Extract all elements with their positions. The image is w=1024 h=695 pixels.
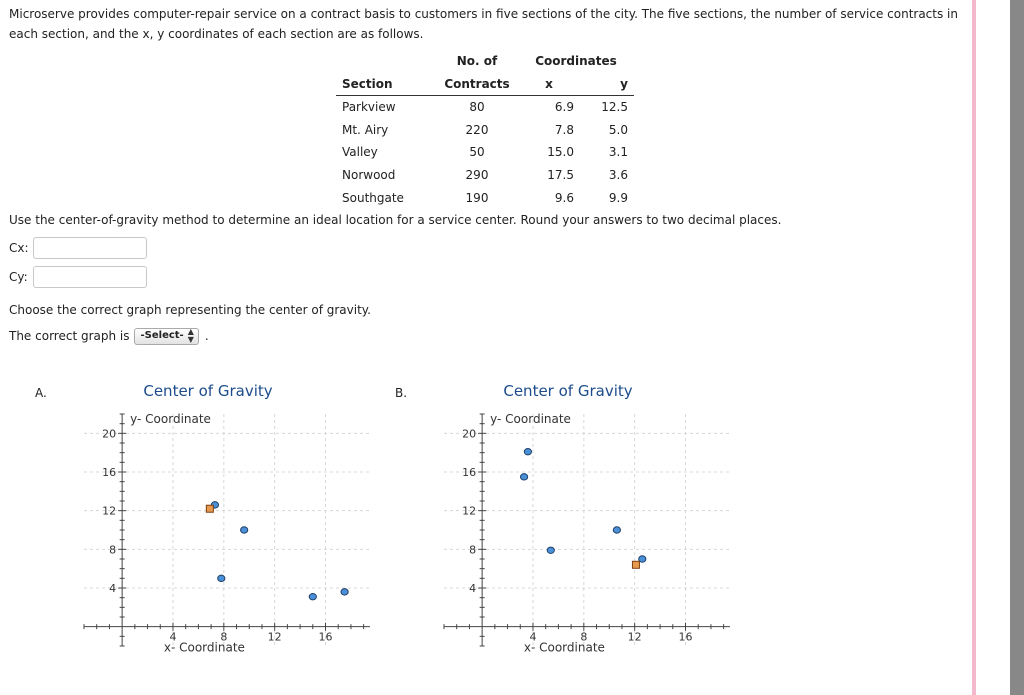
section-point bbox=[308, 593, 317, 601]
table-header-row: Section Contracts x y bbox=[336, 72, 634, 97]
section-point bbox=[638, 555, 647, 563]
cy-label: Cy: bbox=[9, 270, 28, 284]
cell-y: 5.0 bbox=[608, 122, 628, 137]
table-header-row: No. of Coordinates bbox=[336, 50, 634, 73]
problem-intro: Microserve provides computer-repair serv… bbox=[9, 7, 958, 41]
sidebar-divider bbox=[972, 0, 976, 695]
x-tick-label: 12 bbox=[268, 631, 282, 644]
x-tick-label: 8 bbox=[220, 631, 227, 644]
cell-y: 3.1 bbox=[608, 145, 628, 160]
cy-answer-row: Cy: bbox=[9, 266, 147, 288]
y-axis-label: y- Coordinate bbox=[490, 412, 571, 426]
y-tick-label: 20 bbox=[102, 427, 116, 440]
center-of-gravity-point bbox=[205, 504, 214, 513]
x-axis-label: x- Coordinate bbox=[524, 641, 605, 655]
header-section: Section bbox=[336, 72, 436, 97]
select-arrows-icon: ▲ ▼ bbox=[187, 327, 194, 344]
cell-contracts: 80 bbox=[469, 100, 485, 115]
x-tick-label: 8 bbox=[580, 631, 587, 644]
correct-graph-label: The correct graph is bbox=[9, 329, 130, 343]
graph-a-chart[interactable]: Center of Gravity 4 8 12 16 4 8 12 16 20 y- Coordi… bbox=[80, 378, 370, 678]
cell-y: 9.9 bbox=[608, 190, 628, 205]
x-tick-label: 4 bbox=[529, 631, 536, 644]
cell-x: 6.9 bbox=[554, 100, 574, 115]
table-row: Mt. Airy 220 7.8 5.0 bbox=[336, 119, 634, 142]
x-tick-label: 12 bbox=[628, 631, 642, 644]
cell-x: 15.0 bbox=[547, 145, 574, 160]
cell-section: Norwood bbox=[342, 167, 396, 182]
header-x: x bbox=[518, 72, 580, 97]
section-point bbox=[217, 574, 226, 583]
graph-select[interactable]: -Select- ▲ ▼ bbox=[133, 327, 199, 345]
section-point bbox=[523, 448, 532, 456]
cell-x: 9.6 bbox=[554, 190, 574, 205]
cy-input[interactable] bbox=[33, 266, 147, 288]
cell-x: 17.5 bbox=[547, 167, 574, 182]
cell-section: Southgate bbox=[342, 190, 404, 205]
cell-contracts: 190 bbox=[465, 190, 489, 205]
cell-y: 12.5 bbox=[601, 100, 628, 115]
x-tick-label: 16 bbox=[319, 631, 333, 644]
table-row: Norwood 290 17.5 3.6 bbox=[336, 164, 634, 187]
y-tick-label: 4 bbox=[469, 582, 476, 595]
chart-title: Center of Gravity bbox=[503, 382, 632, 400]
y-axis-label: y- Coordinate bbox=[130, 412, 211, 426]
x-axis-label: x- Coordinate bbox=[164, 641, 245, 655]
cell-contracts: 220 bbox=[465, 122, 489, 137]
graph-b-label: B. bbox=[395, 386, 408, 400]
cx-answer-row: Cx: bbox=[9, 237, 147, 259]
y-tick-label: 16 bbox=[102, 466, 116, 479]
y-tick-label: 4 bbox=[109, 582, 116, 595]
y-tick-label: 12 bbox=[102, 505, 116, 518]
sections-table: No. of Coordinates Section Contracts x y… bbox=[336, 50, 634, 209]
graph-b-chart[interactable]: Center of Gravity 4 8 12 16 4 8 12 16 20 y- Coordi… bbox=[440, 378, 730, 678]
center-of-gravity-point bbox=[631, 560, 640, 569]
section-point bbox=[546, 546, 555, 555]
table-row: Southgate 190 9.6 9.9 bbox=[336, 187, 634, 210]
cell-contracts: 50 bbox=[469, 145, 485, 160]
cell-section: Parkview bbox=[342, 100, 396, 115]
cx-input[interactable] bbox=[33, 237, 147, 259]
section-point bbox=[519, 473, 529, 481]
y-tick-label: 16 bbox=[462, 466, 476, 479]
question-text: Use the center-of-gravity method to dete… bbox=[9, 213, 782, 227]
x-tick-label: 16 bbox=[679, 631, 693, 644]
cell-section: Valley bbox=[342, 145, 378, 160]
section-point bbox=[340, 588, 349, 596]
table-row: Parkview 80 6.9 12.5 bbox=[336, 96, 634, 119]
cell-section: Mt. Airy bbox=[342, 122, 389, 137]
cell-x: 7.8 bbox=[554, 122, 574, 137]
period: . bbox=[204, 329, 209, 343]
chart-title: Center of Gravity bbox=[143, 382, 272, 400]
y-tick-label: 8 bbox=[109, 543, 116, 556]
table-row: Valley 50 15.0 3.1 bbox=[336, 141, 634, 164]
cx-label: Cx: bbox=[9, 241, 29, 255]
section-point bbox=[612, 526, 621, 534]
problem-content: Microserve provides computer-repair serv… bbox=[9, 7, 958, 678]
y-tick-label: 20 bbox=[462, 427, 476, 440]
y-tick-label: 12 bbox=[462, 505, 476, 518]
cell-y: 3.6 bbox=[608, 167, 628, 182]
header-no-of: No. of bbox=[456, 54, 498, 68]
scrollbar[interactable] bbox=[1010, 0, 1024, 695]
graph-a-label: A. bbox=[35, 386, 47, 400]
choose-graph-text: Choose the correct graph representing th… bbox=[9, 303, 371, 317]
header-coordinates: Coordinates bbox=[535, 54, 617, 68]
cell-contracts: 290 bbox=[465, 167, 489, 182]
x-tick-label: 4 bbox=[169, 631, 176, 644]
section-point bbox=[240, 526, 249, 534]
header-y: y bbox=[580, 72, 634, 97]
correct-graph-row: The correct graph is -Select- ▲ ▼ . bbox=[9, 327, 209, 345]
graph-select-value: -Select- bbox=[140, 330, 184, 341]
y-tick-label: 8 bbox=[469, 543, 476, 556]
header-contracts: Contracts bbox=[436, 72, 518, 97]
